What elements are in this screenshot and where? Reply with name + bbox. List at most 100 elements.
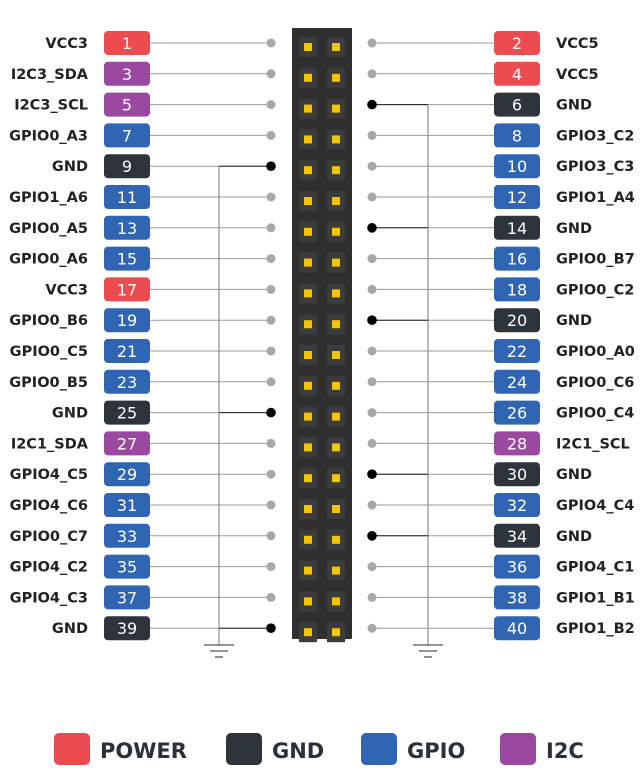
pin-label: GPIO0_A0 (556, 344, 635, 360)
pin-junction-dot (266, 100, 276, 110)
header-pin (332, 443, 340, 452)
ground-junction-dot (266, 161, 276, 171)
legend-swatch (54, 733, 90, 765)
header-pin (304, 135, 312, 144)
pin-label: GND (52, 159, 88, 175)
pin-number: 12 (507, 188, 527, 207)
pin-junction-dot (367, 284, 377, 294)
pin-label: GPIO0_A5 (9, 221, 88, 237)
pin-number: 23 (117, 373, 137, 392)
pin-label: GND (52, 621, 88, 637)
pin-header (292, 28, 352, 643)
header-pin (332, 566, 340, 575)
pin-28: 28 I2C1_SCL (494, 431, 630, 456)
pin-10: 10 GPIO3_C3 (494, 154, 634, 179)
pin-label: GPIO1_A4 (556, 190, 635, 206)
header-pin (304, 412, 312, 421)
pin-number: 17 (117, 280, 137, 299)
legend-swatch (226, 733, 262, 765)
header-pin (304, 104, 312, 113)
pin-junction-dot (266, 562, 276, 572)
legend-item-gnd: GND (226, 733, 324, 765)
pin-junction-dot (367, 254, 377, 264)
pin-junction-dot (367, 562, 377, 572)
pin-14: 14 GND (494, 215, 592, 240)
pin-badge (494, 523, 540, 548)
pin-label: GPIO4_C3 (10, 590, 88, 606)
pin-number: 24 (507, 373, 527, 392)
pin-junction-dot (266, 130, 276, 140)
pin-number: 13 (117, 219, 137, 238)
header-pin (332, 289, 340, 298)
pin-label: GPIO3_C2 (556, 128, 634, 144)
pin-5: 5 I2C3_SCL (14, 92, 150, 117)
pin-junction-dot (266, 377, 276, 387)
legend-item-power: POWER (54, 733, 187, 765)
legend-swatch (361, 733, 397, 765)
pin-number: 4 (512, 65, 522, 84)
header-pin (332, 597, 340, 606)
ground-junction-dot (266, 407, 276, 418)
pin-junction-dot (367, 346, 377, 356)
legend-item-gpio: GPIO (361, 733, 465, 765)
pin-badge (104, 123, 150, 148)
header-pin (332, 197, 340, 205)
ground-junction-dot (367, 99, 377, 110)
pin-32: 32 GPIO4_C4 (494, 493, 634, 517)
pin-junction-dot (266, 38, 276, 48)
pin-junction-dot (266, 438, 276, 448)
header-pin (332, 166, 340, 175)
header-pin (332, 351, 340, 359)
pin-junction-dot (266, 531, 276, 541)
header-pin (304, 443, 312, 452)
pin-16: 16 GPIO0_B7 (494, 246, 635, 271)
header-pin (332, 412, 340, 421)
pin-label: GPIO0_A6 (9, 252, 88, 268)
pin-number: 2 (512, 34, 522, 53)
pin-20: 20 GND (494, 308, 592, 333)
pin-label: GPIO3_C3 (556, 159, 634, 175)
pin-4: 4 VCC5 (494, 61, 599, 86)
pin-junction-dot (367, 130, 377, 140)
pin-3: 3 I2C3_SDA (11, 61, 150, 86)
pin-junction-dot (367, 377, 377, 387)
pin-33: 33 GPIO0_C7 (10, 523, 150, 548)
pin-badge (104, 31, 150, 55)
ground-symbols-layer (204, 644, 443, 658)
pin-number: 32 (507, 496, 527, 515)
pin-number: 10 (507, 157, 527, 176)
header-pin (304, 351, 312, 359)
ground-junction-dot (367, 531, 377, 541)
pin-number: 40 (507, 619, 527, 638)
pin-badge (104, 554, 150, 579)
pin-badge (104, 92, 150, 117)
pin-badge (104, 431, 150, 456)
pin-junction-dot (266, 500, 276, 510)
wires-layer (150, 38, 494, 645)
header-pin (332, 43, 340, 51)
pin-27: 27 I2C1_SDA (11, 431, 150, 456)
pin-label: VCC3 (45, 282, 88, 298)
legend-label: GPIO (407, 739, 465, 763)
pin-number: 14 (507, 219, 527, 238)
pin-label: GND (52, 406, 88, 422)
pin-7: 7 GPIO0_A3 (9, 123, 150, 148)
pin-number: 6 (512, 96, 522, 115)
pin-2: 2 VCC5 (494, 31, 599, 55)
pin-junction-dot (367, 69, 377, 79)
pin-badge (494, 154, 540, 179)
header-pin (332, 535, 340, 544)
pin-badge (104, 246, 150, 271)
pin-number: 15 (117, 250, 137, 269)
pin-junction-dot (367, 592, 377, 602)
pin-number: 18 (507, 280, 527, 299)
pin-26: 26 GPIO0_C4 (494, 400, 634, 425)
pin-8: 8 GPIO3_C2 (494, 123, 634, 148)
pin-number: 19 (117, 311, 137, 330)
pin-badge (494, 308, 540, 333)
ground-junction-dot (266, 623, 276, 633)
pin-35: 35 GPIO4_C2 (10, 554, 150, 579)
header-pin (304, 535, 312, 544)
pin-30: 30 GND (494, 462, 592, 487)
